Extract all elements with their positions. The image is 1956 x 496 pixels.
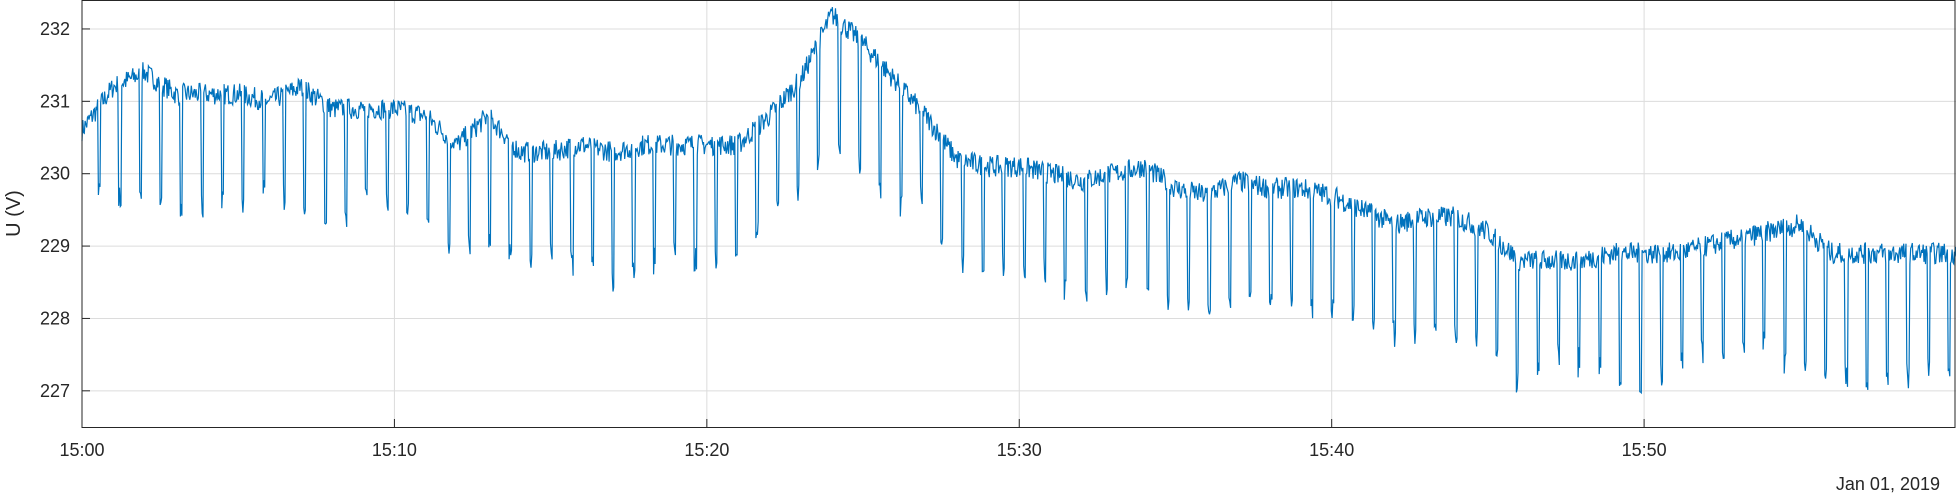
y-axis: 227 228 229 230 231 232 bbox=[40, 19, 90, 401]
y-tick-label: 232 bbox=[40, 19, 70, 39]
voltage-series-line bbox=[81, 6, 1956, 395]
y-tick-label: 230 bbox=[40, 164, 70, 184]
date-label: Jan 01, 2019 bbox=[1836, 474, 1940, 494]
y-tick-label: 228 bbox=[40, 308, 70, 328]
x-axis: 15:00 15:10 15:20 15:30 15:40 15:50 bbox=[59, 419, 1667, 460]
y-tick-label: 229 bbox=[40, 236, 70, 256]
x-tick-label: 15:10 bbox=[372, 440, 417, 460]
x-tick-label: 15:00 bbox=[59, 440, 104, 460]
x-tick-label: 15:30 bbox=[997, 440, 1042, 460]
y-tick-label: 231 bbox=[40, 91, 70, 111]
plot-frame bbox=[81, 0, 1956, 428]
y-tick-label: 227 bbox=[40, 381, 70, 401]
y-axis-label: U (V) bbox=[3, 190, 25, 237]
series-layer bbox=[81, 6, 1956, 395]
x-tick-label: 15:40 bbox=[1309, 440, 1354, 460]
x-tick-label: 15:50 bbox=[1622, 440, 1667, 460]
grid bbox=[81, 0, 1956, 427]
x-tick-label: 15:20 bbox=[684, 440, 729, 460]
